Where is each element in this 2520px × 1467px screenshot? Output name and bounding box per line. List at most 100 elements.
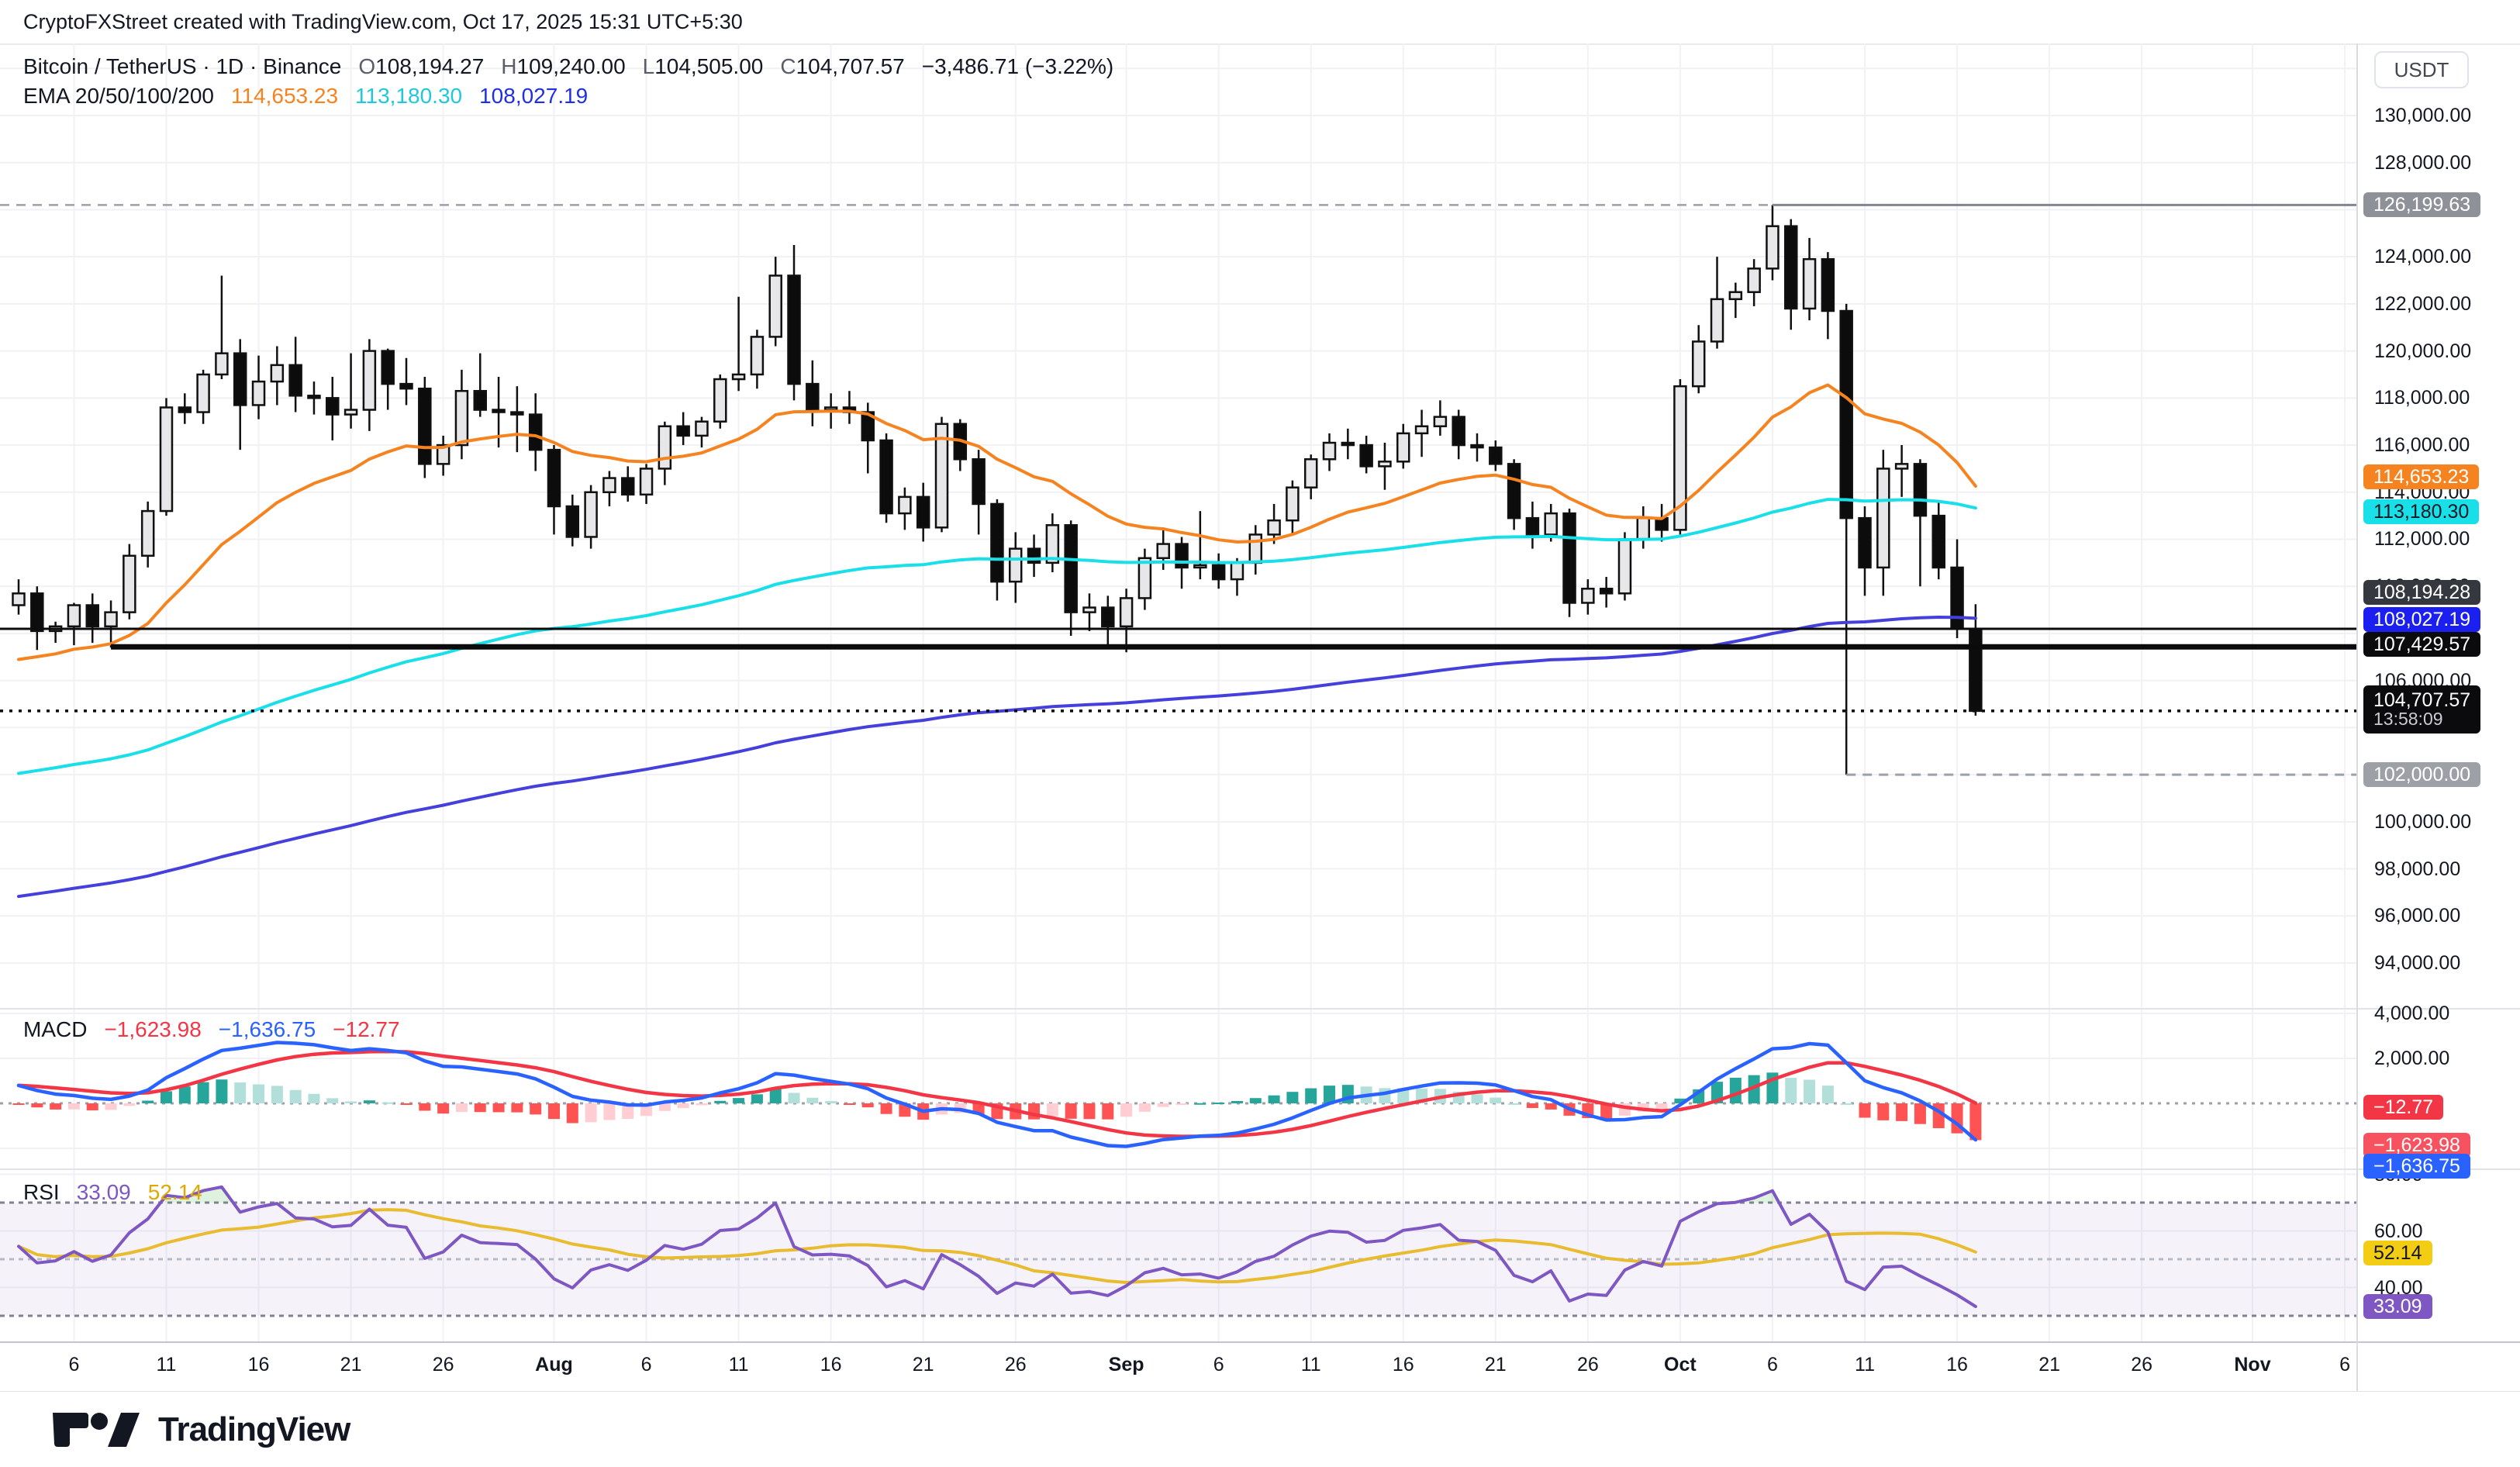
candle-72 [1341, 441, 1355, 447]
time-axis-label: 21 [912, 1354, 934, 1376]
candle-105 [1950, 566, 1964, 630]
time-axis-label: 16 [1392, 1354, 1414, 1376]
candle-55 [1027, 547, 1041, 564]
candle-79 [1470, 444, 1484, 449]
candle-4 [85, 604, 99, 628]
time-axis-label: Nov [2234, 1354, 2271, 1376]
candle-95 [1766, 225, 1780, 270]
tradingview-brand-text[interactable]: TradingView [158, 1410, 350, 1448]
time-axis-label: 6 [2339, 1354, 2350, 1376]
price-axis-label: 122,000.00 [2374, 292, 2472, 315]
candle-87 [1617, 538, 1632, 595]
candle-21 [399, 382, 413, 390]
candle-34 [639, 468, 654, 496]
candle-101 [1876, 468, 1890, 569]
candle-81 [1507, 463, 1521, 519]
rsi-badge: 52.14 [2363, 1241, 2432, 1265]
candle-97 [1802, 257, 1817, 310]
candle-39 [731, 373, 746, 381]
ema-legend-row[interactable]: EMA 20/50/100/200 114,653.23 113,180.30 … [23, 84, 588, 109]
candle-104 [1931, 514, 1945, 569]
price-axis-label: 116,000.00 [2374, 434, 2470, 457]
candle-17 [326, 397, 340, 416]
candle-10 [196, 373, 210, 413]
attribution-bar: CryptoFXStreet created with TradingView.… [0, 0, 2520, 45]
candle-73 [1359, 444, 1373, 468]
candle-27 [510, 411, 524, 416]
candle-23 [436, 444, 450, 465]
macd-legend-row[interactable]: MACD −1,623.98 −1,636.75 −12.77 [23, 1017, 400, 1042]
price-axis-label: 130,000.00 [2374, 105, 2472, 126]
candle-71 [1322, 441, 1337, 461]
price-axis-label: 120,000.00 [2374, 340, 2472, 362]
candle-15 [288, 364, 302, 397]
time-axis-label: 21 [1484, 1354, 1507, 1376]
candle-29 [547, 448, 561, 508]
price-axis-label: 118,000.00 [2374, 387, 2470, 409]
ohlc-high: H 109,240.00 [501, 54, 626, 78]
candle-52 [972, 458, 986, 506]
rsi-legend-row[interactable]: RSI 33.09 52.14 [23, 1180, 202, 1205]
price-badge: 102,000.00 [2363, 762, 2481, 788]
price-axis-label: 124,000.00 [2374, 246, 2472, 268]
price-badge: 104,707.57 13:58:09 [2363, 685, 2481, 734]
price-badge: 108,194.28 [2363, 580, 2481, 605]
time-axis-label: 11 [1855, 1354, 1875, 1376]
macd-axis-label: 2,000.00 [2374, 1048, 2450, 1069]
time-axis-label: 6 [1213, 1354, 1224, 1376]
price-axis-label: 96,000.00 [2374, 905, 2461, 927]
time-axis-label: 21 [2038, 1354, 2060, 1376]
time-axis-label: 6 [68, 1354, 80, 1376]
candle-43 [806, 382, 820, 411]
macd-line-value: −1,636.75 [218, 1017, 316, 1041]
candle-0 [12, 592, 26, 606]
candle-36 [676, 425, 690, 437]
candle-98 [1821, 257, 1835, 312]
candle-38 [713, 378, 727, 423]
price-axis-label: 100,000.00 [2374, 810, 2472, 833]
symbol-title[interactable]: Bitcoin / TetherUS · 1D · Binance [23, 54, 342, 78]
candle-60 [1119, 597, 1134, 628]
candle-67 [1248, 533, 1263, 564]
candle-46 [861, 411, 875, 442]
time-axis-label: Oct [1664, 1354, 1697, 1376]
candle-68 [1267, 519, 1281, 536]
candle-8 [159, 406, 174, 513]
candle-90 [1673, 385, 1687, 531]
countdown-timer: 13:58:09 [2373, 708, 2443, 729]
candle-1 [30, 592, 44, 633]
price-axis-label: 128,000.00 [2374, 151, 2472, 174]
candle-92 [1710, 298, 1724, 343]
price-badge: 113,180.30 [2363, 499, 2480, 524]
macd-badge: −1,623.98 [2363, 1133, 2470, 1158]
candle-59 [1101, 606, 1115, 628]
grid-layer [0, 43, 2357, 1342]
macd-badge: −1,636.75 [2363, 1154, 2470, 1179]
time-axis-label: 26 [1576, 1354, 1599, 1376]
price-axis-label: 98,000.00 [2374, 858, 2461, 880]
candle-57 [1064, 524, 1078, 613]
candles-layer [12, 205, 1983, 775]
time-axis-label: 11 [1300, 1354, 1321, 1376]
time-axis-label: 6 [1766, 1354, 1778, 1376]
candle-5 [104, 611, 118, 628]
tradingview-logo-icon[interactable] [51, 1411, 144, 1448]
candle-85 [1581, 588, 1595, 604]
symbol-legend-row[interactable]: Bitcoin / TetherUS · 1D · Binance O 108,1… [23, 54, 1113, 79]
candle-20 [381, 350, 395, 385]
time-axis-label: 6 [640, 1354, 652, 1376]
candle-41 [768, 274, 782, 338]
time-axis-label: Sep [1108, 1354, 1144, 1376]
time-axis-label: 21 [340, 1354, 362, 1376]
candle-77 [1433, 416, 1448, 428]
candle-9 [178, 406, 192, 413]
candle-6 [123, 554, 136, 613]
price-badge: 114,653.23 [2363, 464, 2480, 489]
candle-7 [140, 509, 155, 557]
currency-toggle-button[interactable]: USDT [2374, 51, 2469, 88]
overlay-ema20 [17, 383, 1977, 661]
macd-axis-label: 4,000.00 [2374, 1003, 2450, 1024]
rsi-badge: 33.09 [2363, 1294, 2432, 1319]
